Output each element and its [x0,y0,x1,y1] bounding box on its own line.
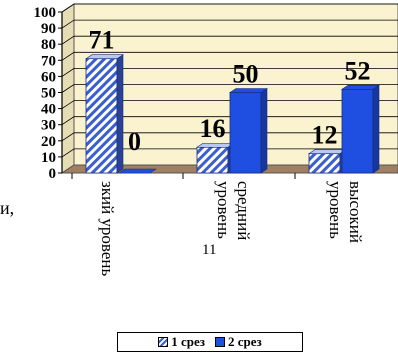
legend-item-series-1: 1 срез [158,334,205,350]
bar-top-1-2 [196,142,235,148]
x-tick-label-line: высокий [346,181,365,243]
x-label-1: зкий уровень [98,181,117,276]
x-label-3: высокийуровень [326,181,365,243]
bar-top-2-2 [229,88,268,93]
y-tick-label: 10 [41,150,56,166]
x-tick-label-line: уровень [326,181,345,239]
stray-text: 11 [202,242,216,258]
x-tick-label: среднийуровень [214,181,253,240]
bar-2-1 [118,168,157,174]
gridline [61,35,398,45]
y-tick-label: 80 [41,37,56,53]
gridline [61,100,398,109]
gridline [61,68,398,77]
y-tick-label: 50 [41,86,56,102]
bar-top-1-3 [308,149,347,154]
data-label-2-3: 52 [345,56,371,85]
x-tick-label: высокийуровень [326,181,365,243]
y-tick-label: 40 [41,102,56,118]
x-tick-label-line: зкий уровень [98,181,117,276]
bar-1-2 [196,146,229,174]
bar-1-3 [308,153,341,174]
data-label-1-3: 12 [312,121,338,150]
gridline [61,116,398,126]
bar-top-2-3 [341,84,380,90]
data-label-1-2: 16 [200,114,226,143]
gridline [61,132,398,142]
gridline [61,51,398,61]
bar-2-3 [341,88,374,174]
legend-swatch-series-2 [215,337,225,347]
data-label-2-1: 0 [128,127,141,156]
gridline [61,19,398,29]
bar-top-1-1 [85,54,124,59]
left-text-fragment: и, [0,198,15,218]
gridline [61,3,398,13]
x-tick-label-line: средний [234,181,253,240]
bar-1-1 [85,58,118,174]
bar-side-2-3 [372,84,380,174]
x-label-2: среднийуровень [214,181,253,240]
bar-side-1-1 [116,54,124,174]
y-tick-label: 0 [49,166,57,182]
x-tick-label-line: уровень [214,181,233,239]
y-tick-label: 90 [41,21,56,37]
y-tick-label: 70 [41,53,56,69]
y-tick-label: 30 [41,118,56,134]
legend-swatch-series-1 [158,337,169,347]
y-tick-label: 20 [41,134,56,150]
gridline [61,148,398,158]
legend-label-series-1: 1 срез [171,334,205,349]
bar-side-2-2 [260,87,268,174]
chart-legend: 1 срез 2 срез [117,332,303,352]
gridline [61,84,398,93]
y-tick-label: 100 [34,5,57,21]
data-label-2-2: 50 [233,60,259,89]
data-label-1-1: 71 [89,26,115,55]
y-tick-label: 60 [41,69,56,85]
legend-item-series-2: 2 срез [215,334,262,350]
x-tick-label: зкий уровень [98,181,117,276]
legend-label-series-2: 2 срез [228,334,262,349]
bar-2-2 [229,92,262,174]
